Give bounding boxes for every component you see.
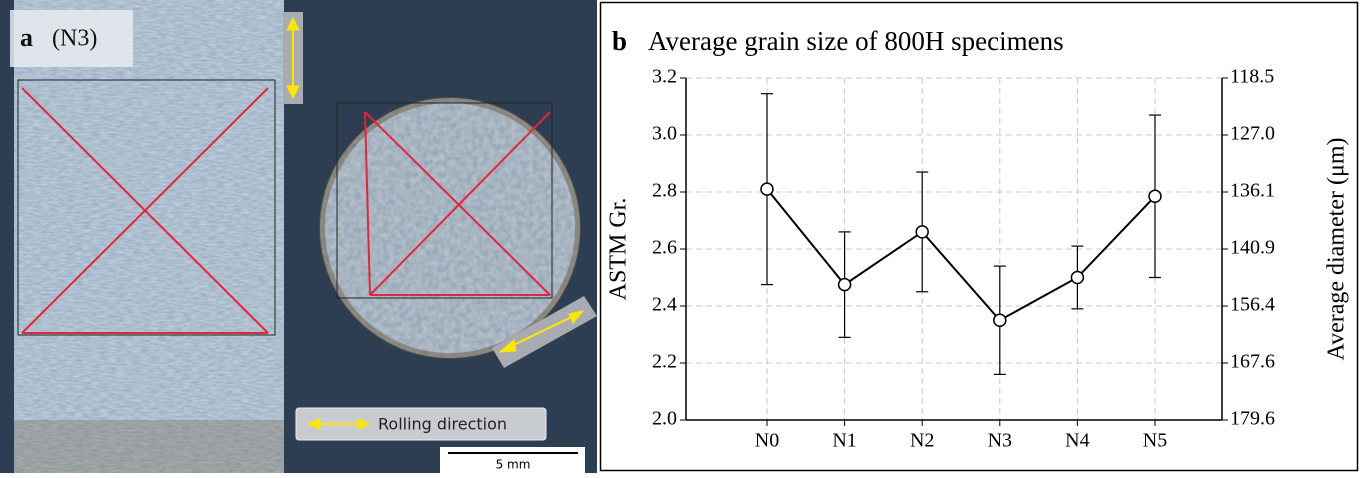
arrow-head bbox=[568, 310, 585, 324]
red-line bbox=[21, 87, 269, 334]
y2-tick-label: 127.0 bbox=[1230, 123, 1275, 145]
chart-title: Average grain size of 800H specimens bbox=[648, 26, 1064, 56]
x-tick-label: N3 bbox=[988, 430, 1012, 452]
data-point bbox=[760, 182, 774, 196]
x-tick-label: N1 bbox=[832, 430, 856, 452]
data-point bbox=[915, 225, 929, 239]
x-tick-label: N5 bbox=[1143, 430, 1167, 452]
y-tick-label: 3.2 bbox=[652, 66, 677, 88]
arrow-shaft bbox=[502, 312, 581, 351]
y2-tick-label: 118.5 bbox=[1230, 66, 1274, 88]
arrow-head bbox=[498, 339, 517, 353]
data-point bbox=[993, 313, 1007, 327]
micrograph-panel: a (N3) Rolling direction 5 mm bbox=[0, 0, 597, 473]
arrow bbox=[498, 310, 585, 353]
red-line bbox=[364, 111, 551, 296]
roi-box bbox=[336, 102, 553, 299]
roi-box bbox=[17, 79, 276, 336]
texture bbox=[14, 0, 284, 473]
y2-tick-label: 136.1 bbox=[1230, 180, 1275, 202]
arrow-head bbox=[286, 85, 300, 100]
texture bbox=[320, 98, 580, 358]
arrow-head bbox=[286, 16, 300, 31]
arrow-head bbox=[306, 418, 321, 430]
y-tick-label: 2.6 bbox=[652, 237, 677, 259]
arrow bbox=[286, 16, 300, 100]
y-tick-label: 2.0 bbox=[652, 408, 677, 430]
legend-text: Rolling direction bbox=[378, 415, 507, 434]
y2-tick-label: 156.4 bbox=[1230, 294, 1275, 316]
red-line bbox=[364, 111, 371, 296]
arrow-head bbox=[357, 418, 372, 430]
y-tick-label: 2.8 bbox=[652, 180, 677, 202]
panel-label: b bbox=[612, 26, 627, 56]
data-point bbox=[1070, 270, 1085, 285]
x-tick-label: N2 bbox=[910, 430, 934, 452]
legend-box bbox=[295, 407, 547, 441]
panel-label: a bbox=[20, 23, 33, 52]
y-tick-label: 2.4 bbox=[652, 294, 677, 316]
y2-tick-label: 179.6 bbox=[1230, 408, 1275, 430]
red-line bbox=[369, 111, 551, 296]
scale-bar-box bbox=[440, 447, 585, 473]
edge-shade bbox=[14, 420, 284, 473]
data-point bbox=[1148, 189, 1162, 204]
red-lines bbox=[364, 111, 551, 296]
data-point bbox=[837, 277, 852, 292]
x-tick-label: N4 bbox=[1065, 430, 1089, 452]
scale-bar-label: 5 mm bbox=[496, 458, 531, 472]
arrow bbox=[306, 418, 372, 430]
y-axis-label: ASTM Gr. bbox=[606, 198, 632, 301]
disc-edge bbox=[319, 97, 581, 359]
y2-tick-label: 167.6 bbox=[1230, 351, 1275, 373]
x-tick-label: N0 bbox=[755, 430, 779, 452]
data-line bbox=[766, 188, 1156, 322]
y-tick-label: 3.0 bbox=[652, 123, 677, 145]
y2-tick-label: 140.9 bbox=[1230, 237, 1275, 259]
red-lines bbox=[21, 87, 269, 334]
y2-axis-label: Average diameter (μm) bbox=[1324, 138, 1350, 361]
specimen-label: (N3) bbox=[52, 26, 97, 52]
y-tick-label: 2.2 bbox=[652, 351, 677, 373]
chart-frame bbox=[599, 1, 1359, 472]
label-box bbox=[10, 10, 133, 67]
